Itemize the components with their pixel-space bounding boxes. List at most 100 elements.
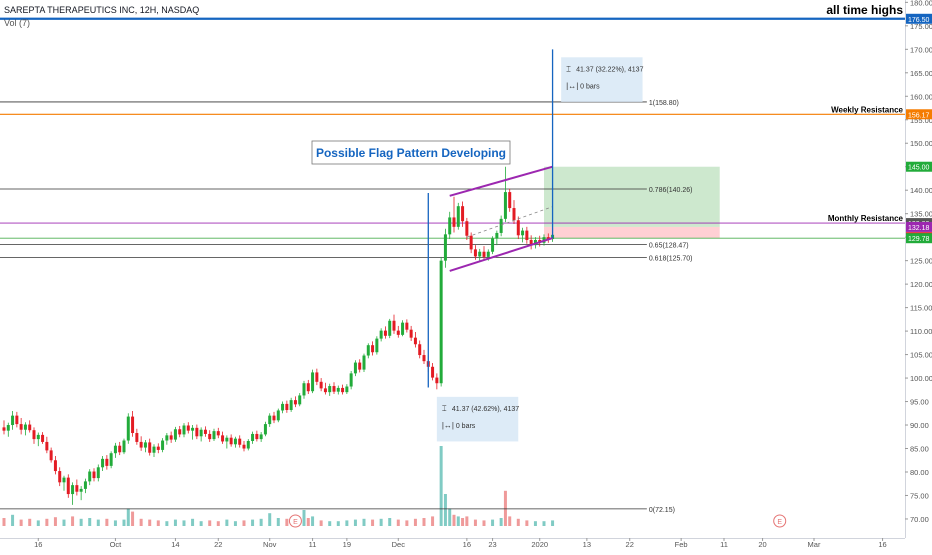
price-tag <box>906 13 932 24</box>
volume-bar <box>11 514 15 526</box>
volume-bar <box>542 521 546 526</box>
level-label-fib-786: 0.786(140.26) <box>649 187 693 194</box>
candle-body <box>345 386 349 393</box>
candle-body <box>36 434 40 440</box>
x-tick-label: 22 <box>626 540 634 549</box>
volume-bar <box>19 519 23 526</box>
volume-bar <box>156 520 160 526</box>
volume-bar <box>191 518 195 526</box>
candle-body <box>221 435 225 442</box>
candle-body <box>88 471 92 482</box>
volume-bar <box>345 520 349 526</box>
y-tick-label: 95.00 <box>910 398 929 407</box>
candle-body <box>486 251 490 257</box>
candle-body <box>178 429 182 435</box>
candle-body <box>191 427 195 431</box>
candle-body <box>225 437 229 442</box>
earnings-marker[interactable] <box>288 514 302 528</box>
candle-body <box>293 400 297 405</box>
earnings-marker[interactable] <box>773 514 787 528</box>
candle-body <box>405 322 409 330</box>
stop-zone[interactable] <box>544 226 720 239</box>
candle-body <box>169 435 173 440</box>
target-zone[interactable] <box>544 166 720 227</box>
volume-bar <box>465 516 469 526</box>
volume-bar <box>516 518 520 526</box>
measure-text: 41.37 (42.62%), 4137 <box>452 406 519 413</box>
x-tick-label: 22 <box>214 540 222 549</box>
x-tick-label: 16 <box>463 540 471 549</box>
candle-body <box>23 424 27 430</box>
volume-indicator-label[interactable]: Vol (7) <box>4 18 31 28</box>
measure-box-pole[interactable] <box>436 396 519 442</box>
candle-body <box>173 429 177 440</box>
flag-channel-lower[interactable] <box>449 237 553 272</box>
candle-body <box>439 260 443 384</box>
volume-bar <box>79 518 83 526</box>
volume-bar <box>233 521 237 526</box>
volume-bar <box>148 519 152 526</box>
y-tick-label: 170.00 <box>910 45 932 54</box>
flag-channel-upper[interactable] <box>449 165 553 197</box>
y-tick-label: 140.00 <box>910 186 932 195</box>
x-tick-label: 16 <box>878 540 886 549</box>
candle-body <box>353 362 357 374</box>
volume-bar <box>62 519 66 526</box>
candle-body <box>461 206 465 222</box>
candle-body <box>529 239 533 246</box>
volume-bar <box>105 518 109 526</box>
candle-body <box>358 362 362 370</box>
candle-body <box>328 386 332 393</box>
candle-body <box>83 481 87 489</box>
candle-body <box>336 387 340 392</box>
candle-body <box>139 441 143 448</box>
candle-body <box>516 220 520 236</box>
volume-bar <box>328 521 332 526</box>
y-tick-label: 75.00 <box>910 491 929 500</box>
candle-body <box>49 450 53 461</box>
volume-bar <box>311 516 315 526</box>
volume-bar <box>353 519 357 526</box>
candle-body <box>208 433 212 440</box>
candle-body <box>431 366 435 378</box>
candle-body <box>53 460 57 472</box>
x-tick-label: 14 <box>171 540 179 549</box>
candle-body <box>546 237 550 240</box>
x-tick-label: Oct <box>110 540 123 549</box>
volume-bar <box>319 520 323 526</box>
volume-bar <box>276 518 280 526</box>
volume-bar <box>456 516 460 526</box>
candle-body <box>66 477 70 495</box>
candle-body <box>512 208 516 221</box>
candle-body <box>216 431 220 436</box>
volume-bar <box>362 518 366 526</box>
level-label-fib-65: 0.65(128.47) <box>649 242 689 249</box>
price-tag-label: 129.78 <box>908 236 930 243</box>
candle-body <box>199 429 203 437</box>
candle-body <box>148 442 152 453</box>
candle-body <box>349 373 353 387</box>
y-tick-label: 160.00 <box>910 92 932 101</box>
candle-body <box>285 403 289 410</box>
y-tick-label: 120.00 <box>910 280 932 289</box>
pattern-title-box[interactable] <box>311 140 511 165</box>
volume-bar <box>443 494 447 526</box>
candle-body <box>92 471 96 479</box>
volume-bar <box>131 511 135 526</box>
candle-body <box>371 345 375 353</box>
candle-body <box>238 438 242 445</box>
level-label-fib-0: 0(72.15) <box>649 507 675 514</box>
candle-body <box>521 230 525 236</box>
candle-body <box>203 429 207 434</box>
measure-box-projection[interactable] <box>561 57 643 102</box>
candle-body <box>409 329 413 338</box>
y-tick-label: 70.00 <box>910 515 929 524</box>
candle-body <box>156 446 160 450</box>
x-tick-label: 16 <box>34 540 42 549</box>
y-tick-label: 110.00 <box>910 327 932 336</box>
y-tick-label: 175.00 <box>910 22 932 31</box>
candle-body <box>165 435 169 441</box>
chart-title: SAREPTA THERAPEUTICS INC, 12H, NASDAQ <box>4 5 200 15</box>
volume-bar <box>251 519 255 526</box>
candle-body <box>306 383 310 392</box>
